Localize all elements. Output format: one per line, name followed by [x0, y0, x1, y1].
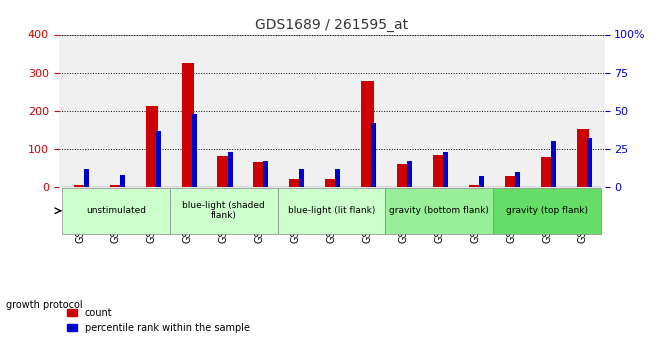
FancyBboxPatch shape — [278, 188, 385, 234]
Bar — [263, 161, 268, 187]
Bar — [469, 185, 482, 187]
Bar — [407, 161, 412, 187]
Bar — [361, 81, 374, 187]
FancyBboxPatch shape — [385, 188, 493, 234]
Bar — [155, 130, 161, 187]
FancyBboxPatch shape — [62, 188, 170, 234]
Text: growth protocol: growth protocol — [6, 300, 83, 310]
Bar — [146, 106, 158, 187]
Bar — [397, 164, 410, 187]
Bar — [289, 179, 302, 187]
Title: GDS1689 / 261595_at: GDS1689 / 261595_at — [255, 18, 408, 32]
FancyBboxPatch shape — [493, 188, 601, 234]
Bar — [120, 175, 125, 187]
Bar — [192, 114, 196, 187]
Legend: count, percentile rank within the sample: count, percentile rank within the sample — [63, 304, 254, 337]
Bar — [335, 169, 341, 187]
Text: unstimulated: unstimulated — [86, 206, 146, 215]
Text: gravity (bottom flank): gravity (bottom flank) — [389, 206, 489, 215]
Bar — [218, 156, 230, 187]
Bar — [181, 63, 194, 187]
Bar — [551, 141, 556, 187]
Text: blue-light (shaded
flank): blue-light (shaded flank) — [183, 201, 265, 220]
Bar — [433, 155, 445, 187]
Bar — [577, 129, 590, 187]
Bar — [227, 152, 233, 187]
FancyBboxPatch shape — [170, 188, 278, 234]
Bar — [479, 176, 484, 187]
Bar — [587, 138, 592, 187]
Text: blue-light (lit flank): blue-light (lit flank) — [288, 206, 375, 215]
Bar — [443, 152, 448, 187]
Text: gravity (top flank): gravity (top flank) — [506, 206, 588, 215]
Bar — [505, 176, 517, 187]
Bar — [73, 185, 86, 187]
Bar — [300, 169, 304, 187]
Bar — [254, 162, 266, 187]
Bar — [110, 185, 122, 187]
Bar — [371, 123, 376, 187]
Bar — [515, 172, 520, 187]
Bar — [84, 169, 89, 187]
Bar — [325, 179, 338, 187]
Bar — [541, 157, 553, 187]
